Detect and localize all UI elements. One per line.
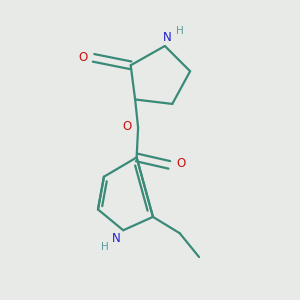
Text: N: N: [163, 31, 172, 44]
Text: H: H: [101, 242, 109, 252]
Text: O: O: [79, 51, 88, 64]
Text: N: N: [112, 232, 121, 245]
Text: H: H: [176, 26, 184, 35]
Text: O: O: [122, 120, 131, 133]
Text: O: O: [176, 157, 185, 170]
